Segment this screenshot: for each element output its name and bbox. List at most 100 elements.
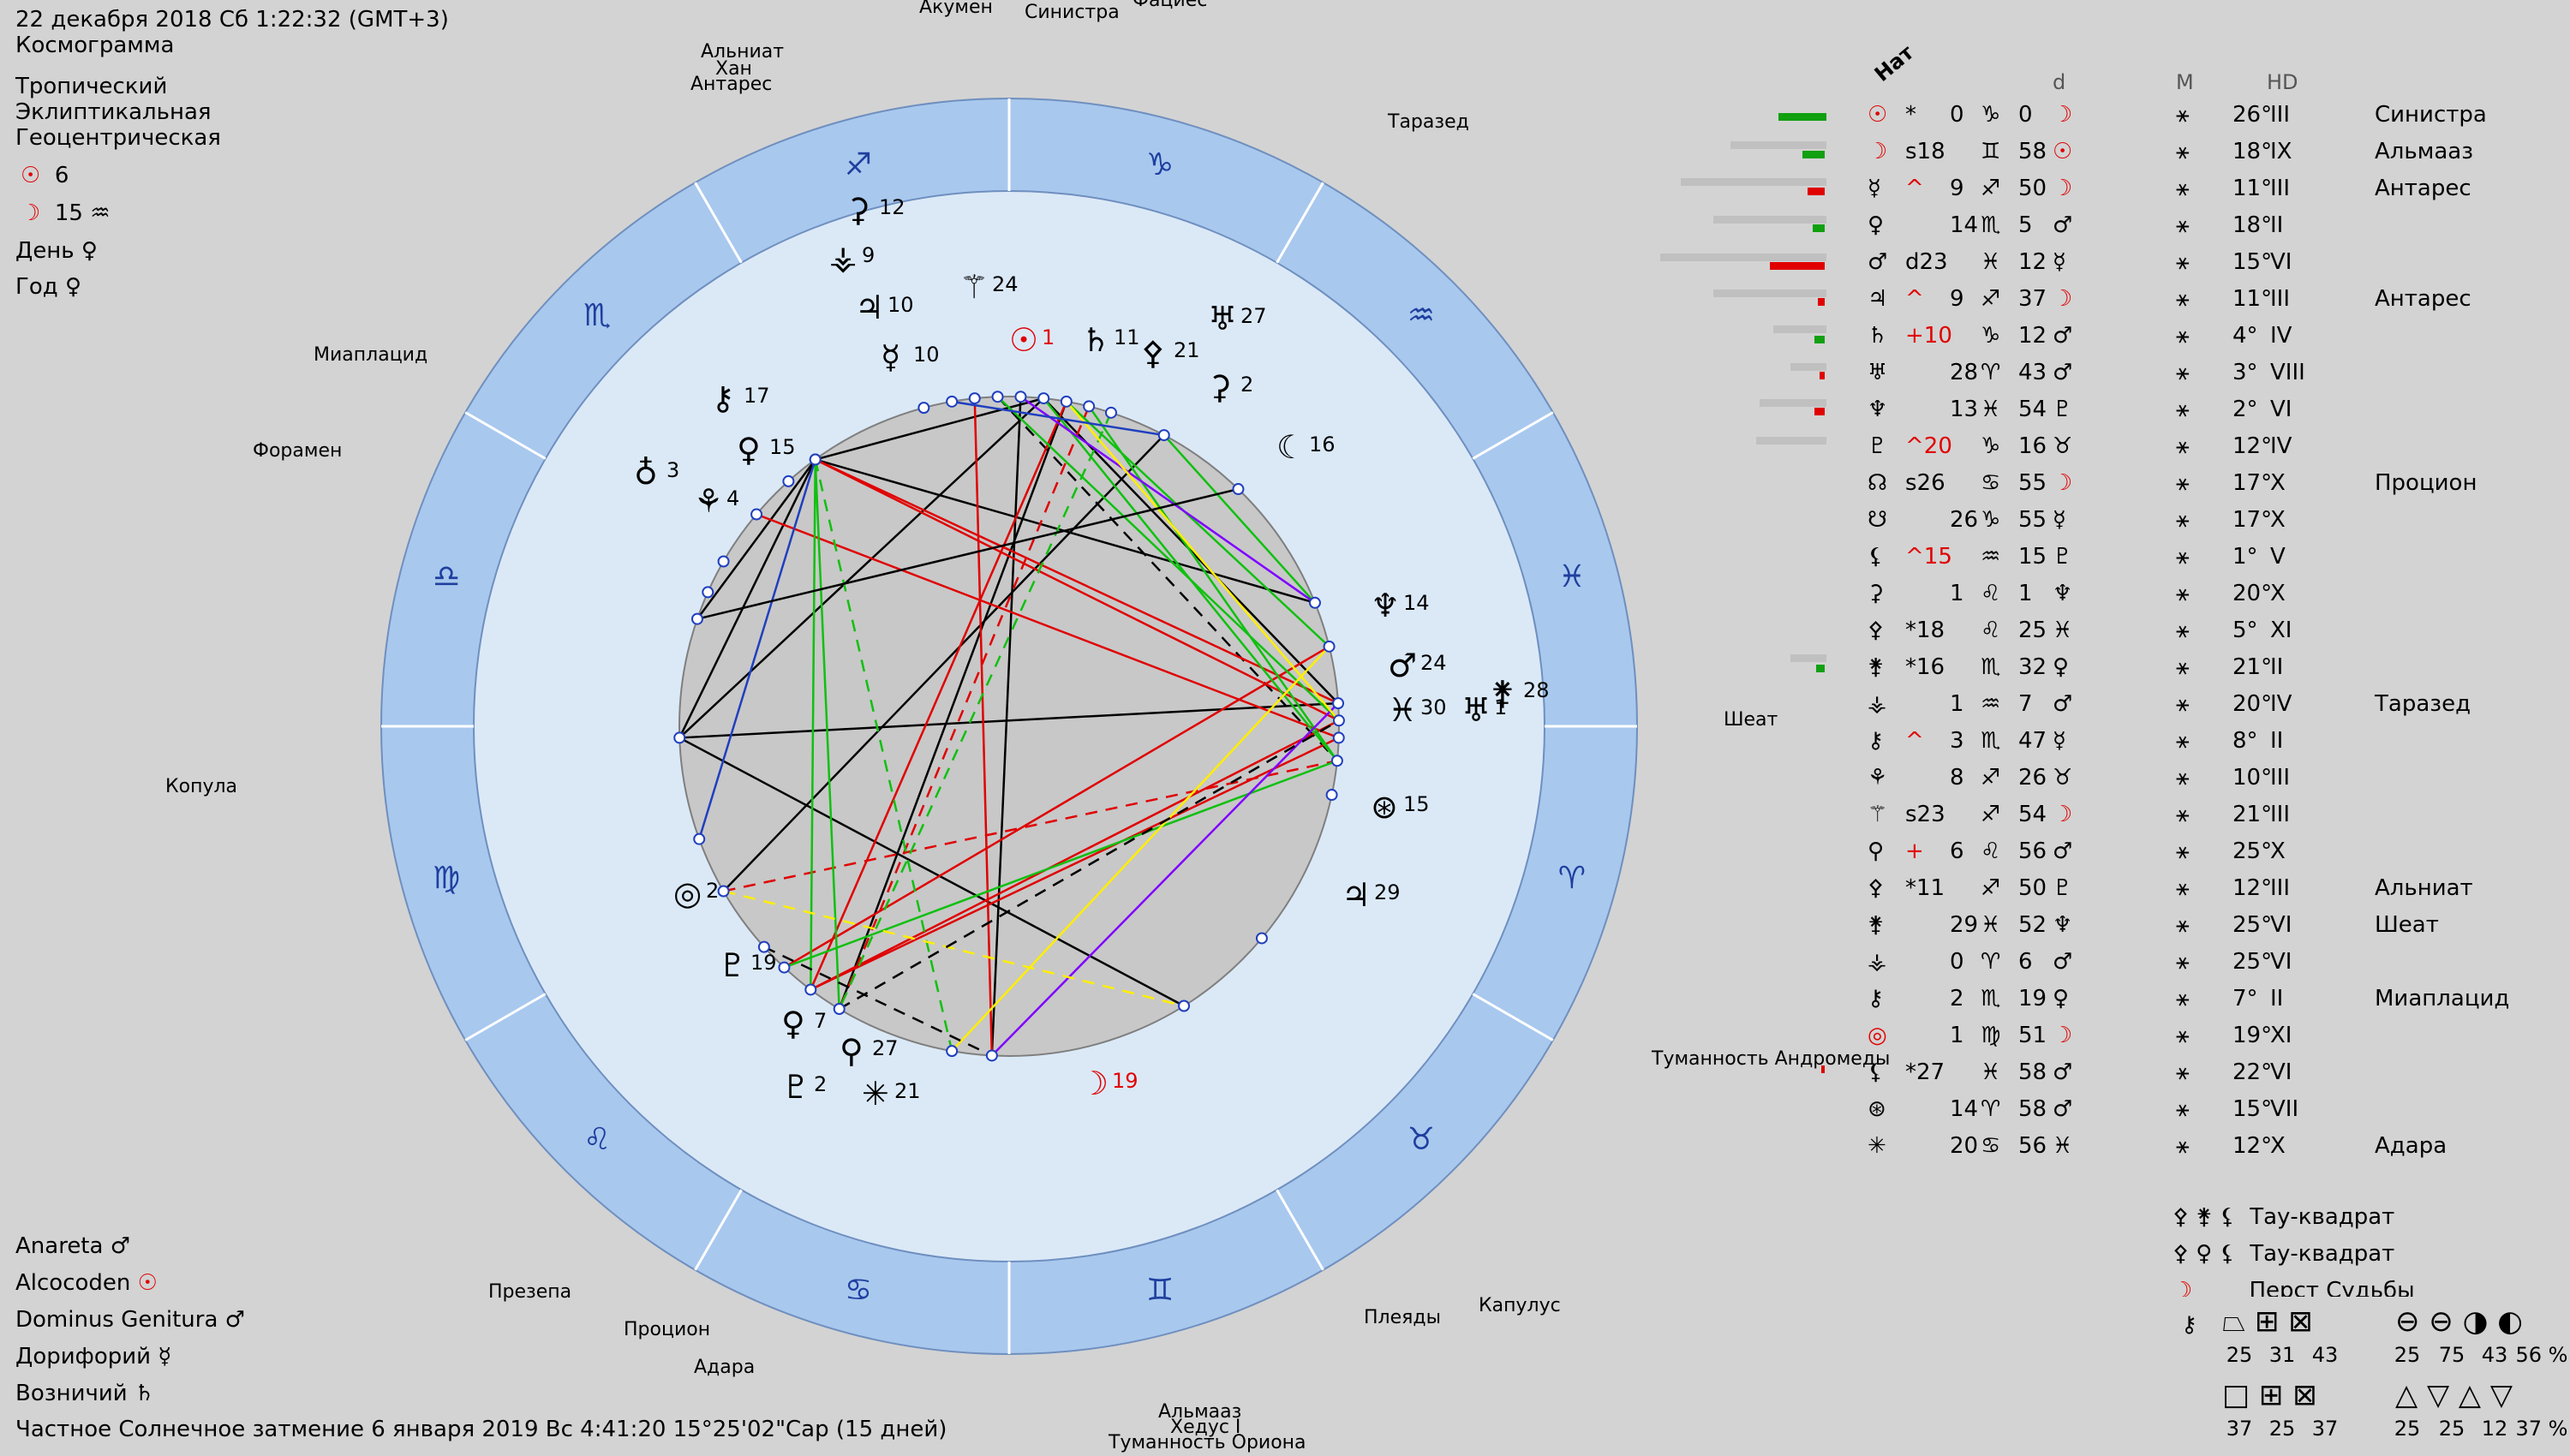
aspect-point: [1232, 483, 1245, 496]
house-degree: 22°: [2232, 1059, 2273, 1085]
strength-bar: [1821, 1065, 1825, 1073]
figure-row: ⚴ ⚵ ⚸ Тау-квадрат: [2173, 1204, 2395, 1230]
planet-ruler: ♆: [2053, 912, 2073, 938]
aspect-line: [783, 645, 1330, 969]
house-number: XI: [2270, 618, 2292, 643]
house-degree: 25°: [2232, 912, 2273, 938]
house-degree: 10°: [2232, 765, 2273, 791]
planet-glyph: ⚶: [829, 239, 857, 277]
house-number: VIII: [2270, 360, 2305, 385]
planet-glyph: ♅: [1461, 691, 1491, 729]
stat-value: 75: [2438, 1343, 2465, 1367]
planet-labels: ☉ 1 ♄ 11 ⚴ 21♅ 27⚳ 2☾ 16♆ 14♂ 24♓ 30 ♅ 1⚵ 28⊛ 15♃ 29☽ 19✳…: [634, 191, 1550, 1113]
zodiac-sign: ♍: [433, 861, 460, 896]
figure-row: ☽ Перст Судьбы: [2173, 1278, 2415, 1297]
planet-degree: 1: [1042, 325, 1055, 349]
aspect-line: [973, 398, 994, 1056]
planet-minute: 16: [2018, 433, 2047, 459]
doryphory-row: Дорифорий ☿: [15, 1344, 172, 1369]
planet-sign: ♌: [1981, 581, 2001, 606]
figure-icon: ⚴ ♀ ⚸: [2173, 1241, 2236, 1267]
planet-symbol: ⚷: [1868, 728, 1885, 754]
planet-mark: s18: [1905, 139, 1945, 164]
sign-icon: ⚹: [2176, 139, 2190, 164]
house-number: VI: [2270, 1059, 2292, 1085]
house-degree: 20°: [2232, 581, 2273, 606]
sign-icon: ⚹: [2176, 544, 2190, 570]
house-number: X: [2270, 470, 2286, 496]
planet-symbol: ⚵: [1868, 654, 1885, 680]
zodiac-divider: [464, 411, 547, 460]
star-procyon: Процион: [624, 1319, 711, 1340]
planet-sign: ♐: [1981, 875, 2001, 901]
planet-degree: 24: [1420, 651, 1447, 675]
planet-degree: 26: [1950, 507, 1979, 533]
planet-mark: s23: [1905, 802, 1945, 827]
planet-glyph: ♅: [1208, 300, 1237, 337]
zodiac-sign: ♌: [583, 1122, 611, 1157]
planet-glyph: ♀: [781, 1005, 805, 1042]
aspect-point: [690, 612, 703, 625]
planet-glyph: ☽: [1079, 1065, 1109, 1102]
planet-minute: 12: [2018, 249, 2047, 275]
aspect-point: [717, 555, 730, 568]
house-number: X: [2270, 838, 2286, 864]
planet-degree: 6: [1950, 838, 1964, 864]
planet-degree: 2: [1240, 373, 1253, 397]
planet-sign: ♑: [1981, 507, 2001, 533]
house-degree: 17°: [2232, 470, 2273, 496]
planet-degree: 3: [1950, 728, 1964, 754]
strength-bar: [1790, 363, 1826, 371]
planet-degree: 3: [666, 458, 679, 482]
planet-ruler: ♓: [2053, 618, 2073, 643]
sign-icon: ⚹: [2176, 176, 2190, 201]
moon-row: ☽ 15 ♒: [21, 200, 111, 226]
fixed-star: Альниат: [2375, 875, 2473, 901]
sign-icon: ⚹: [2176, 1023, 2190, 1048]
house-degree: 21°: [2232, 654, 2273, 680]
planet-sign: ♓: [1981, 249, 2001, 275]
house-number: X: [2270, 507, 2286, 533]
planet-degree: 9: [1950, 286, 1964, 312]
star-sheat: Шеат: [1724, 709, 1778, 731]
planet-ruler: ♂: [2053, 1059, 2073, 1085]
house-number: III: [2270, 102, 2291, 128]
house-number: II: [2270, 728, 2284, 754]
aspect-point: [804, 983, 817, 996]
mars-icon: ♂: [224, 1307, 245, 1333]
aspect-line: [698, 459, 816, 840]
aspect-point: [968, 392, 981, 405]
stat-value: 12: [2481, 1417, 2508, 1441]
planet-sign: ♋: [1981, 470, 2001, 496]
planet-ruler: ♂: [2053, 949, 2073, 975]
aspect-line: [1162, 434, 1316, 604]
star-kopula: Копула: [165, 776, 238, 797]
aspect-point: [833, 1003, 846, 1016]
planet-degree: 9: [862, 243, 875, 267]
planet-symbol: ♇: [1868, 433, 1888, 459]
coordinate-mode: Эклиптикальная: [15, 99, 212, 125]
planet-ruler: ☿: [2053, 249, 2066, 275]
aspect-circle: [678, 396, 1340, 1057]
zodiac-divider: [1472, 993, 1554, 1041]
planet-symbol: ⚚: [1868, 802, 1888, 827]
planet-minute: 26: [2018, 765, 2047, 791]
aspect-line: [1065, 401, 1340, 722]
aspect-line: [815, 458, 1340, 722]
planet-symbol: ◎: [1868, 1023, 1887, 1048]
planet-ruler: ♇: [2053, 875, 2073, 901]
aspect-line: [838, 412, 1113, 1010]
aspect-line: [696, 487, 1239, 620]
planet-symbol: ☊: [1868, 470, 1888, 496]
planet-mark: ^15: [1905, 544, 1952, 570]
strength-bar: [1814, 408, 1825, 415]
strength-bar: [1778, 113, 1826, 121]
house-degree: 18°: [2232, 139, 2273, 164]
planet-ruler: ♂: [2053, 691, 2073, 717]
planet-symbol: ⚴: [1868, 618, 1885, 643]
star-fatsies: Фациес: [1133, 0, 1208, 11]
planet-degree: 29: [1950, 912, 1979, 938]
aspect-point: [1157, 429, 1170, 442]
planet-minute: 37: [2018, 286, 2047, 312]
planet-glyph: ♃: [1342, 876, 1371, 914]
